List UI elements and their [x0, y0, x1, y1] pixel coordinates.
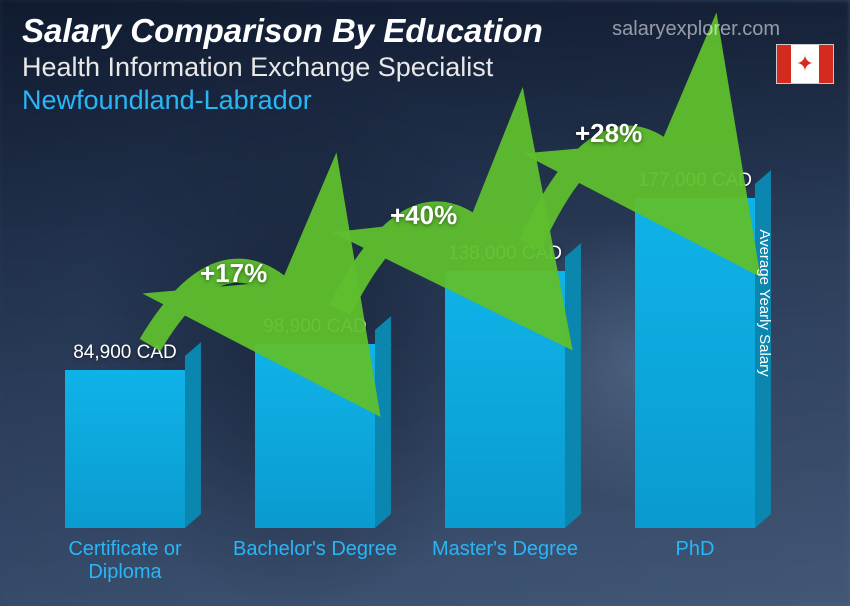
- increase-label: +40%: [390, 200, 457, 231]
- bar-category-label: Certificate or Diploma: [30, 538, 220, 586]
- bar-value-label: 177,000 CAD: [638, 170, 752, 192]
- bar-category-label: Master's Degree: [432, 538, 578, 586]
- chart-region: Newfoundland-Labrador: [22, 85, 828, 116]
- bar-category-label: PhD: [676, 538, 715, 586]
- bar-slot: 98,900 CAD Bachelor's Degree: [220, 140, 410, 586]
- maple-leaf-icon: ✦: [796, 53, 814, 75]
- bar-value-label: 98,900 CAD: [263, 316, 367, 338]
- bar: [255, 344, 375, 528]
- bar-slot: 84,900 CAD Certificate or Diploma: [30, 140, 220, 586]
- y-axis-label: Average Yearly Salary: [756, 229, 773, 376]
- bar-value-label: 138,000 CAD: [448, 243, 562, 265]
- flag-icon: ✦: [776, 44, 834, 84]
- bar: [65, 370, 185, 528]
- watermark-text: salaryexplorer.com: [612, 18, 780, 41]
- increase-label: +17%: [200, 258, 267, 289]
- bar-category-label: Bachelor's Degree: [233, 538, 397, 586]
- bar: [635, 198, 755, 528]
- bar-value-label: 84,900 CAD: [73, 342, 177, 364]
- chart-subtitle: Health Information Exchange Specialist: [22, 52, 828, 83]
- bar: [445, 271, 565, 528]
- increase-label: +28%: [575, 118, 642, 149]
